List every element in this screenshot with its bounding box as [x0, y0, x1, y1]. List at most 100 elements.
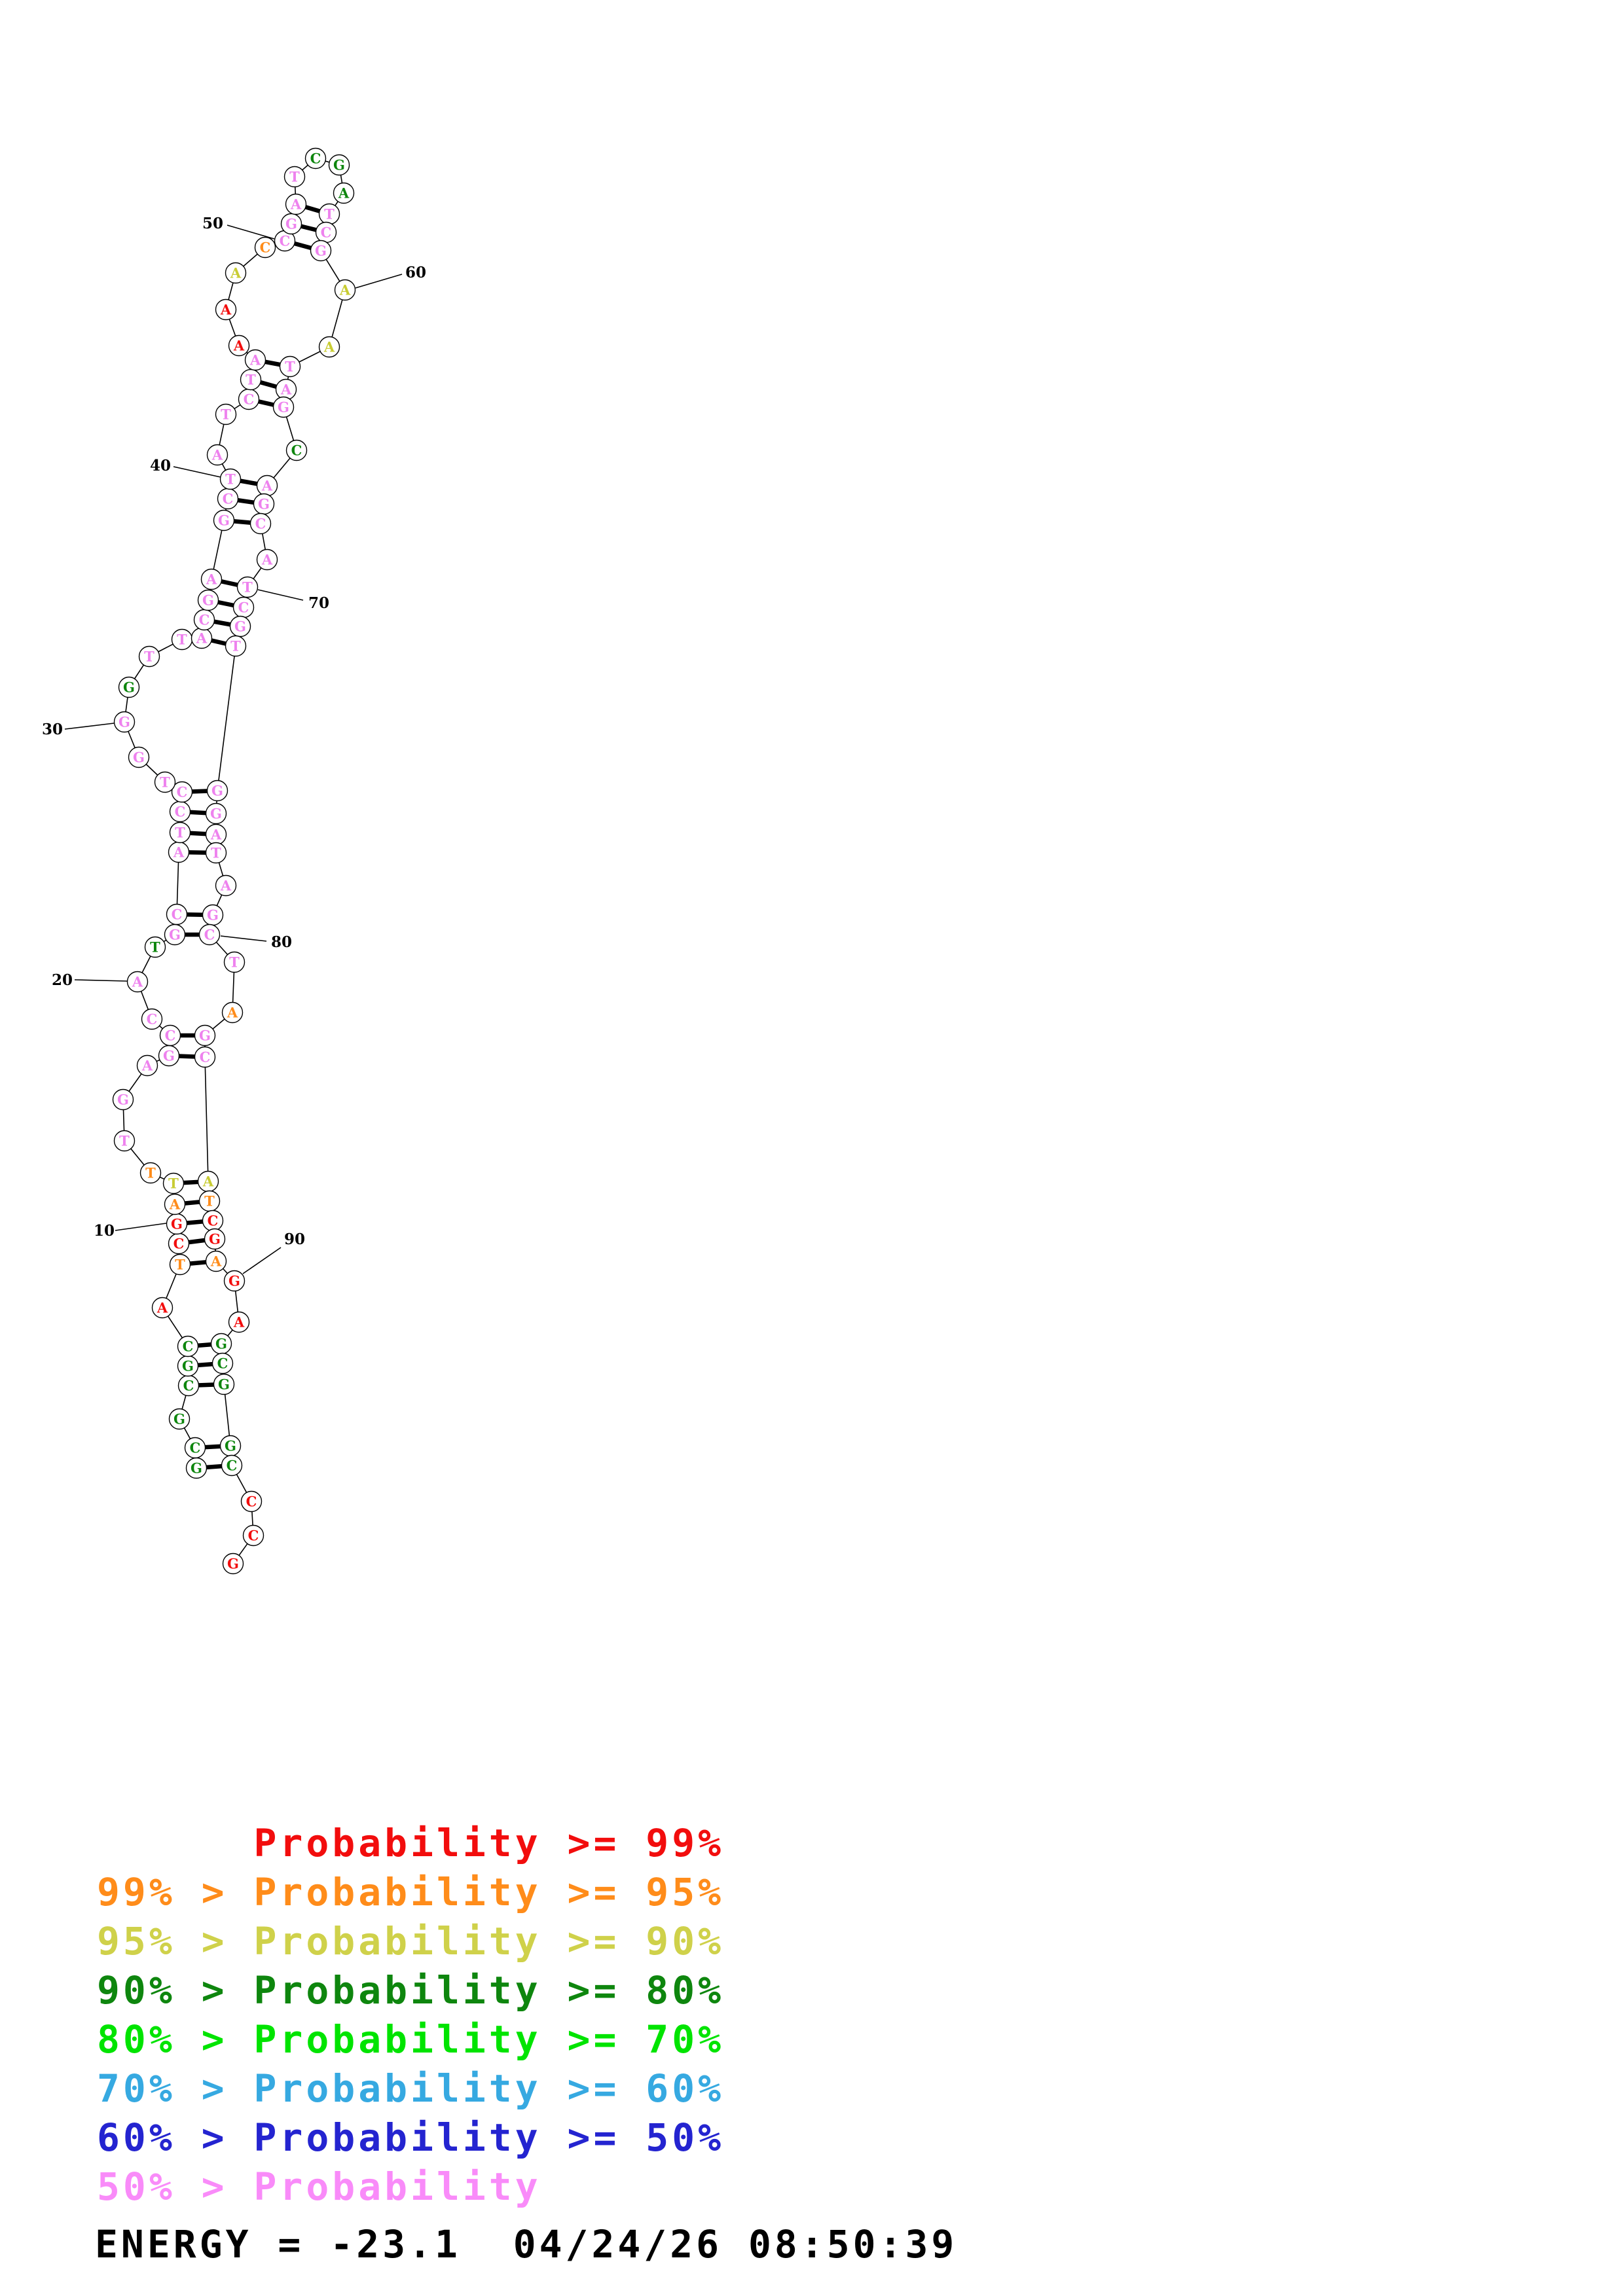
- nucleotide-letter: G: [258, 496, 270, 512]
- backbone-segment: [204, 1056, 209, 1182]
- nucleotide-letter: G: [207, 907, 219, 924]
- nucleotide-letter: T: [246, 372, 256, 388]
- nucleotide-letter: A: [233, 1314, 245, 1331]
- position-label: 10: [94, 1222, 115, 1240]
- nucleotide-letter: G: [227, 1556, 239, 1572]
- nucleotide-letter: G: [209, 1231, 221, 1247]
- nucleotide-letter: A: [261, 552, 273, 568]
- nucleotide-letter: A: [338, 185, 350, 202]
- nucleotide-circle: [213, 509, 235, 531]
- nucleotide-circle: [113, 711, 136, 733]
- nucleotide-circle: [205, 842, 227, 864]
- nucleotide-letter: A: [211, 447, 223, 463]
- nucleotide-circle: [206, 780, 228, 802]
- nucleotide-letter: T: [144, 649, 155, 665]
- nucleotide-letter: C: [177, 784, 188, 800]
- nucleotide-letter: A: [206, 571, 217, 588]
- nucleotide-circle: [272, 396, 295, 418]
- nucleotide-letter: T: [229, 954, 240, 971]
- position-leader-line: [355, 274, 403, 289]
- nucleotide-letter: G: [333, 157, 345, 173]
- nucleotide-circle: [168, 1408, 191, 1430]
- nucleotide-circle: [228, 334, 250, 357]
- nucleotide-letter: A: [202, 1174, 214, 1190]
- nucleotide-circle: [242, 1524, 264, 1547]
- nucleotide-letter: C: [246, 1494, 257, 1510]
- nucleotide-circle: [240, 1490, 263, 1513]
- nucleotide-letter: T: [221, 406, 231, 423]
- nucleotide-circle: [113, 1130, 136, 1152]
- nucleotide-circle: [215, 403, 237, 425]
- legend-line: 80% > Probability >= 70%: [97, 2017, 725, 2062]
- nucleotide-circle: [194, 1046, 216, 1068]
- nucleotide-letter: G: [133, 749, 145, 766]
- nucleotide-circle: [206, 444, 228, 466]
- nucleotide-circle: [221, 1001, 244, 1024]
- nucleotide-letter: A: [210, 1253, 222, 1270]
- position-label: 40: [150, 457, 171, 475]
- nucleotide-circle: [200, 568, 223, 590]
- nucleotide-letter: A: [249, 352, 261, 368]
- nucleotide-letter: G: [218, 1376, 230, 1393]
- nucleotide-letter: A: [132, 974, 143, 990]
- nucleotide-letter: A: [210, 827, 222, 843]
- nucleotide-circle: [151, 1297, 173, 1319]
- nucleotide-letter: T: [204, 1193, 215, 1210]
- nucleotide-letter: T: [168, 1175, 179, 1192]
- nucleotide-circle: [128, 746, 150, 768]
- nucleotide-letter: C: [255, 516, 266, 532]
- nucleotide-circle: [198, 924, 221, 946]
- nucleotide-circle: [283, 166, 306, 188]
- nucleotide-circle: [333, 182, 355, 204]
- nucleotide-circle: [144, 936, 166, 958]
- nucleotide-circle: [184, 1437, 206, 1459]
- nucleotide-letter: C: [200, 1049, 211, 1066]
- nucleotide-circle: [197, 589, 219, 611]
- nucleotide-circle: [162, 1172, 185, 1194]
- legend-line: 99% > Probability >= 95%: [97, 1870, 725, 1914]
- nucleotide-circle: [169, 1253, 191, 1276]
- nucleotide-circle: [304, 147, 327, 170]
- nucleotide-letter: T: [119, 1133, 130, 1149]
- nucleotide-circle: [328, 154, 350, 176]
- nucleotide-circle: [118, 676, 140, 698]
- nucleotide-letter: C: [204, 927, 215, 943]
- nucleotide-letter: T: [230, 638, 241, 655]
- nucleotide-letter: G: [163, 1048, 175, 1064]
- nucleotide-circle: [141, 1008, 163, 1030]
- nucleotide-circle: [164, 1193, 186, 1215]
- nucleotide-letter: T: [150, 939, 160, 956]
- nucleotide-letter: T: [175, 1257, 185, 1273]
- nucleotide-circle: [225, 635, 247, 657]
- nucleotide-circle: [154, 771, 176, 793]
- nucleotide-letter: A: [230, 265, 242, 281]
- nucleotide-letter: G: [285, 216, 297, 232]
- nucleotide-letter: A: [173, 844, 185, 861]
- nucleotide-letter: T: [324, 206, 335, 223]
- nucleotide-letter: C: [199, 612, 210, 628]
- nucleotide-circle: [211, 1352, 234, 1374]
- position-label: 20: [52, 971, 73, 989]
- nucleotide-letter: G: [169, 927, 181, 943]
- nucleotide-letter: A: [323, 339, 335, 355]
- nucleotide-letter: C: [147, 1011, 158, 1028]
- nucleotide-letter: A: [233, 338, 245, 354]
- nucleotide-letter: A: [220, 302, 232, 318]
- nucleotide-letter: C: [190, 1440, 201, 1456]
- backbone-segment: [217, 645, 236, 791]
- nucleotide-circle: [138, 645, 160, 668]
- nucleotide-circle: [225, 262, 247, 284]
- nucleotide-circle: [285, 439, 308, 461]
- nucleotide-letter: C: [175, 804, 186, 820]
- nucleotide-letter: C: [183, 1338, 194, 1355]
- nucleotide-letter: T: [175, 825, 185, 841]
- nucleotide-circle: [159, 1024, 181, 1047]
- nucleotide-circle: [205, 1250, 227, 1272]
- nucleotide-letter: C: [165, 1028, 176, 1044]
- position-label: 50: [202, 215, 223, 232]
- nucleotide-letter: A: [156, 1300, 168, 1316]
- nucleotide-letter: A: [290, 196, 302, 213]
- nucleotide-circle: [244, 349, 266, 371]
- nucleotide-letter: T: [145, 1165, 156, 1181]
